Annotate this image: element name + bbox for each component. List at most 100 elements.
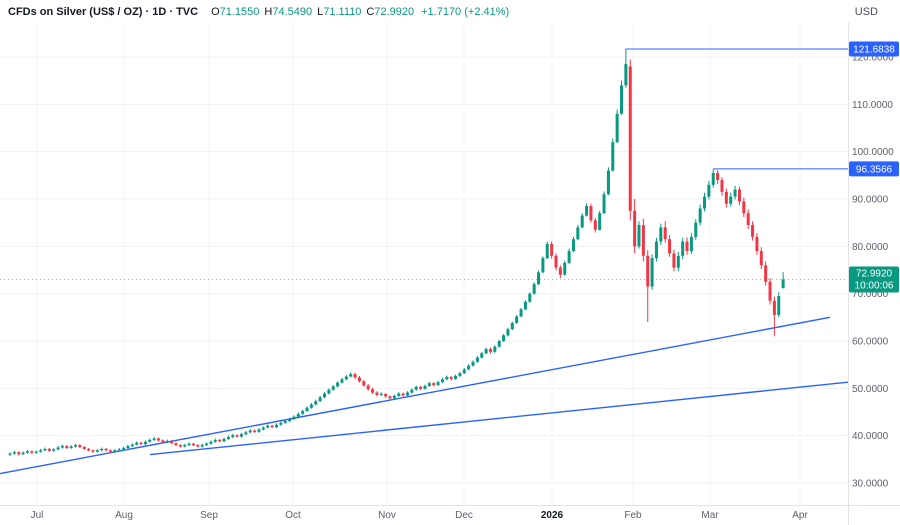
candle-body xyxy=(724,191,728,204)
candle-body xyxy=(143,441,147,445)
trendline-1[interactable] xyxy=(0,316,831,475)
candle-body xyxy=(737,189,741,202)
candle-body xyxy=(410,389,414,393)
candle-body xyxy=(209,441,213,444)
candle-body xyxy=(187,443,191,446)
candle-body xyxy=(240,434,244,437)
candle-body xyxy=(685,241,689,252)
candle-body xyxy=(292,416,296,420)
time-axis-label: Sep xyxy=(200,510,218,521)
candle-body xyxy=(488,349,492,352)
candle-body xyxy=(742,201,746,214)
candle-body xyxy=(502,335,506,341)
candle-body xyxy=(183,445,187,447)
candle-body xyxy=(554,255,558,268)
trendlines[interactable] xyxy=(0,316,849,475)
horizontal-gridlines xyxy=(0,56,848,484)
symbol-title[interactable]: CFDs on Silver (US$ / OZ) · 1D · TVC xyxy=(8,5,199,18)
candle-body xyxy=(340,379,344,383)
candle-body xyxy=(602,194,606,214)
badge-countdown-text: 10:00:06 xyxy=(855,281,894,292)
candle-body xyxy=(615,113,619,143)
candle-body xyxy=(711,172,715,185)
candle-body xyxy=(34,451,38,453)
candle-body xyxy=(309,404,313,408)
candle-body xyxy=(200,445,204,447)
price-level-rays[interactable] xyxy=(625,48,848,170)
candle-body xyxy=(100,448,104,451)
candle-body xyxy=(161,440,165,443)
candle-body xyxy=(733,189,737,197)
candle-body xyxy=(248,430,252,433)
badge-price-text: 72.9920 xyxy=(856,269,893,280)
candle-body xyxy=(148,439,152,442)
candle-body xyxy=(362,381,366,386)
candle-body xyxy=(462,369,466,374)
candle-body xyxy=(458,373,462,377)
candle-body xyxy=(654,241,658,259)
time-axis-label: Feb xyxy=(624,510,642,521)
candle-body xyxy=(379,394,383,396)
badge-price-text: 96.3566 xyxy=(856,164,893,175)
time-axis[interactable]: Jul Aug Sep Oct Nov Dec 2026 Feb Mar Apr xyxy=(31,510,809,521)
price-axis-label: 50.0000 xyxy=(852,384,889,395)
candle-body xyxy=(580,215,584,228)
chart-header: CFDs on Silver (US$ / OZ) · 1D · TVC O71… xyxy=(0,0,900,23)
candle-body xyxy=(681,241,685,256)
candle-body xyxy=(484,349,488,354)
level-price-badge xyxy=(849,161,899,177)
candle-body xyxy=(606,170,610,195)
candle-body xyxy=(322,393,326,398)
vertical-gridlines xyxy=(36,22,801,505)
candle-body xyxy=(772,300,776,315)
candle-body xyxy=(213,439,217,442)
open-value: 71.1550 xyxy=(219,5,260,18)
candle-body xyxy=(366,385,370,390)
candle-body xyxy=(620,85,624,114)
candle-body xyxy=(720,180,724,192)
candle-body xyxy=(628,66,632,211)
candle-body xyxy=(650,258,654,287)
candle-body xyxy=(39,450,43,452)
candle-body xyxy=(532,284,536,294)
candle-body xyxy=(117,449,121,451)
candle-body xyxy=(663,227,667,240)
candle-body xyxy=(388,396,392,399)
price-axis-label: 30.0000 xyxy=(852,479,889,490)
candle-body xyxy=(563,262,567,275)
candle-body xyxy=(283,420,287,423)
candle-body xyxy=(528,293,532,302)
candle-body xyxy=(344,376,348,380)
price-axis[interactable]: 120.0000 110.0000 100.0000 90.0000 80.0000 70… xyxy=(852,53,894,490)
candle-body xyxy=(274,424,278,428)
candle-body xyxy=(108,450,112,452)
candle-body xyxy=(174,443,178,446)
candle-body xyxy=(56,447,60,450)
candle-body xyxy=(419,386,423,389)
candlestick-chart-svg[interactable]: 120.0000 110.0000 100.0000 90.0000 80.0000 70… xyxy=(0,22,900,525)
candles xyxy=(8,49,785,457)
candle-body xyxy=(135,442,139,445)
low-label: L xyxy=(317,5,324,18)
candle-body xyxy=(384,394,388,397)
candle-body xyxy=(371,389,375,393)
candle-body xyxy=(279,422,283,425)
candle-body xyxy=(432,383,436,386)
candle-body xyxy=(698,208,702,223)
candle-body xyxy=(480,353,484,358)
candle-body xyxy=(196,445,200,447)
candle-body xyxy=(78,445,82,448)
time-axis-label: Jul xyxy=(31,510,44,521)
candle-body xyxy=(471,361,475,366)
candle-body xyxy=(506,329,510,336)
candle-body xyxy=(257,429,261,432)
candle-body xyxy=(550,243,554,256)
trendline-2[interactable] xyxy=(149,381,849,456)
candle-body xyxy=(178,445,182,447)
chart-area[interactable]: 120.0000 110.0000 100.0000 90.0000 80.0000 70… xyxy=(0,22,900,525)
candle-body xyxy=(585,206,589,216)
candle-body xyxy=(336,382,340,387)
candle-body xyxy=(414,386,418,390)
candle-body xyxy=(191,443,195,446)
candle-body xyxy=(357,377,361,382)
